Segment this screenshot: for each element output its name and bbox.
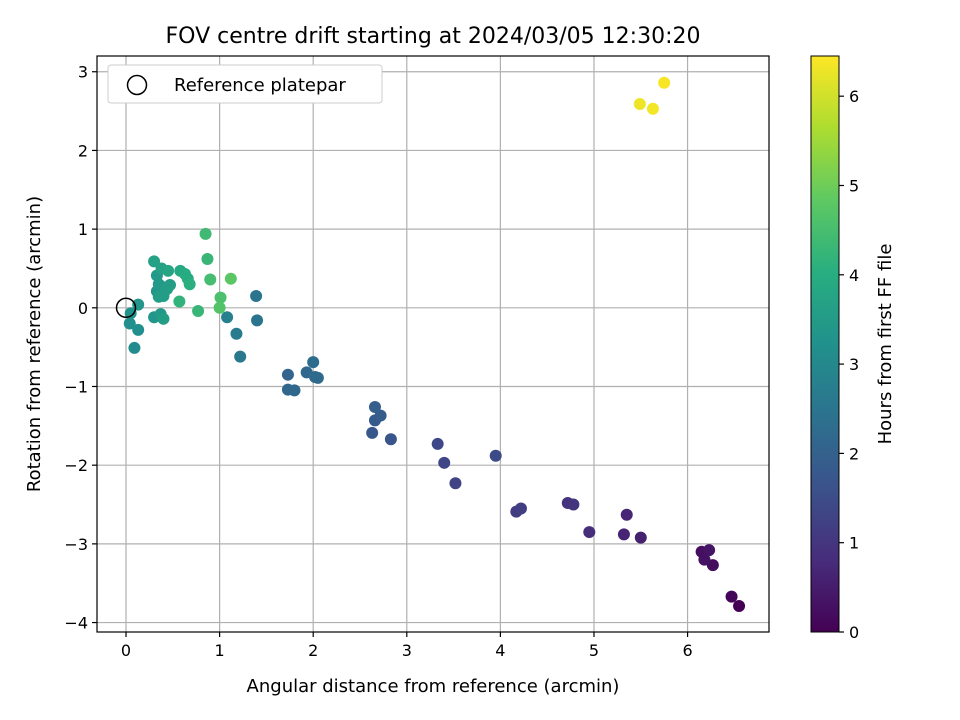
data-point: [132, 298, 145, 311]
legend-box: [107, 64, 383, 104]
data-point: [658, 76, 671, 89]
legend-label-reference: Reference platepar: [174, 75, 346, 96]
data-point: [199, 227, 212, 240]
x-axis-label: Angular distance from reference (arcmin): [247, 676, 620, 697]
data-point: [307, 356, 320, 369]
data-point: [368, 400, 381, 413]
data-point: [132, 323, 145, 336]
axis-ticks: 0 1 2 3 4 5 6 −4 −3 −2 −1 0 1 2 3: [64, 63, 692, 660]
data-point: [633, 98, 646, 110]
data-point: [514, 502, 527, 515]
data-point: [224, 272, 237, 285]
data-point: [214, 291, 227, 304]
y-tick-label: −2: [64, 456, 88, 475]
data-point: [646, 102, 659, 115]
y-tick-label: −1: [64, 377, 88, 396]
x-tick-label: 3: [402, 641, 412, 660]
data-point: [733, 600, 746, 613]
data-point: [192, 304, 205, 317]
data-point: [123, 317, 136, 330]
colorbar-tick-label: 2: [849, 444, 859, 463]
data-point: [251, 314, 264, 327]
data-point: [698, 553, 711, 566]
y-tick-label: −3: [64, 535, 88, 554]
chart-title: FOV centre drift starting at 2024/03/05 …: [166, 24, 701, 49]
data-point: [583, 526, 596, 539]
plot-frame: [96, 55, 770, 633]
data-point: [725, 590, 738, 603]
colorbar-tick-label: 0: [849, 623, 859, 642]
data-point: [311, 371, 324, 384]
data-point: [221, 311, 234, 324]
data-point: [366, 426, 379, 439]
y-tick-label: 2: [78, 141, 88, 160]
data-point: [374, 409, 387, 422]
data-point: [204, 273, 217, 286]
y-axis-label: Rotation from reference (arcmin): [24, 196, 45, 492]
data-point: [703, 544, 716, 557]
data-point: [438, 456, 451, 469]
data-point: [152, 290, 165, 303]
data-point: [449, 477, 462, 490]
legend: Reference platepar: [107, 64, 383, 104]
data-point: [124, 307, 137, 320]
reference-platepar-marker: [115, 297, 137, 319]
colorbar-tick-label: 4: [849, 266, 859, 285]
data-point: [250, 290, 263, 302]
data-point: [431, 437, 444, 450]
colorbar-gradient: [810, 55, 840, 633]
y-tick-label: −4: [64, 614, 88, 633]
y-tick-label: 3: [78, 63, 88, 82]
grid: [97, 56, 769, 632]
x-tick-label: 0: [121, 641, 131, 660]
colorbar-tick-label: 5: [849, 176, 859, 195]
data-point: [281, 368, 294, 381]
data-point: [148, 255, 161, 268]
colorbar-tick-label: 6: [849, 87, 859, 106]
colorbar: 0 1 2 3 4 5 6 Hours from first FF file: [810, 55, 896, 642]
colorbar-ticks: 0 1 2 3 4 5 6: [839, 87, 859, 642]
data-point: [634, 531, 647, 544]
y-tick-label: 0: [78, 299, 88, 318]
legend-marker-reference: [126, 74, 148, 96]
x-tick-label: 1: [215, 641, 225, 660]
data-point: [183, 278, 196, 291]
data-point: [567, 498, 580, 511]
y-tick-label: 1: [78, 220, 88, 239]
data-point: [173, 295, 186, 308]
data-point: [489, 449, 502, 462]
x-tick-label: 2: [308, 641, 318, 660]
data-point: [230, 327, 243, 340]
x-tick-label: 5: [589, 641, 599, 660]
colorbar-label: Hours from first FF file: [875, 244, 896, 445]
data-point: [620, 508, 633, 521]
data-points: [115, 76, 746, 613]
x-tick-label: 4: [495, 641, 505, 660]
data-point: [162, 264, 175, 277]
data-point: [157, 312, 170, 325]
x-tick-label: 6: [682, 641, 692, 660]
data-point: [617, 528, 630, 541]
data-point: [288, 384, 301, 397]
data-point: [213, 301, 226, 314]
data-point: [201, 253, 214, 266]
colorbar-tick-label: 3: [849, 355, 859, 374]
data-point: [234, 350, 247, 363]
data-point: [164, 278, 177, 291]
colorbar-tick-label: 1: [849, 534, 859, 553]
data-point: [384, 433, 397, 446]
data-point: [128, 341, 141, 354]
